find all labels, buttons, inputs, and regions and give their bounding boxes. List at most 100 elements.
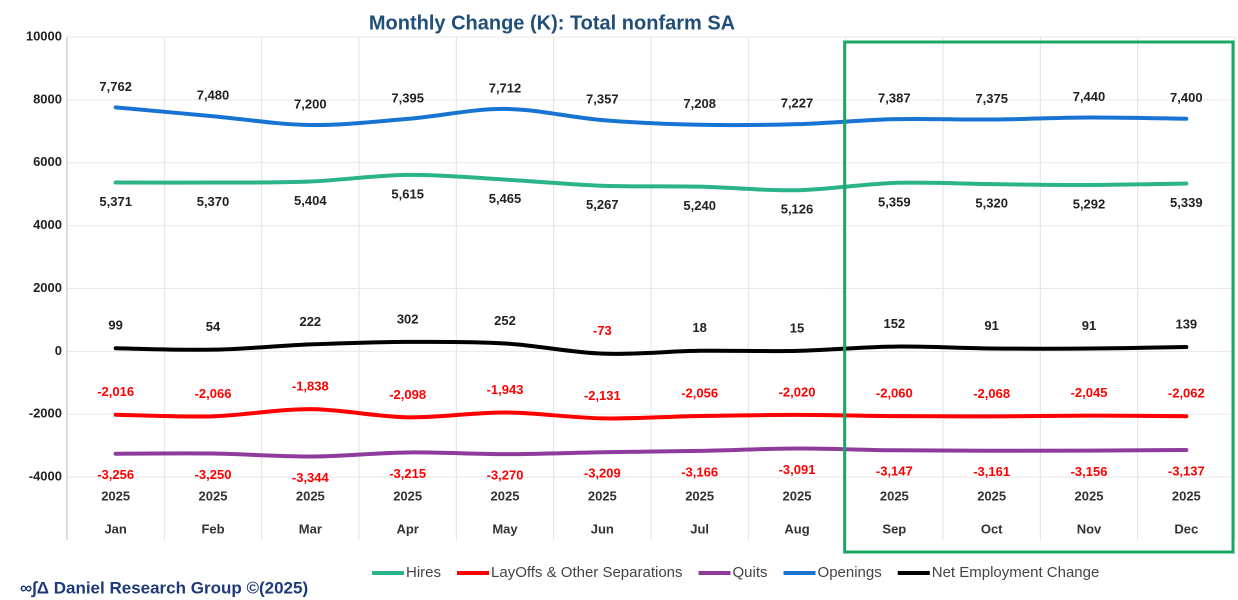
x-tick-label: Dec	[1174, 521, 1198, 536]
x-tick-label: Sep	[882, 521, 906, 536]
data-label: 252	[494, 313, 516, 328]
x-tick-label: Aug	[784, 521, 809, 536]
data-label: 7,762	[99, 79, 132, 94]
data-label: -3,250	[195, 467, 232, 482]
series-line	[113, 172, 1189, 193]
data-label: -2,066	[195, 386, 232, 401]
x-tick-label: May	[492, 521, 518, 536]
data-label: -3,147	[876, 464, 913, 479]
data-label: -3,161	[973, 464, 1010, 479]
data-label: 139	[1175, 316, 1197, 331]
series-line	[113, 407, 1189, 421]
data-label: 54	[206, 319, 221, 334]
data-label: 302	[397, 311, 419, 326]
y-tick-label: 10000	[26, 28, 62, 43]
x-tick-label: Feb	[201, 521, 224, 536]
y-tick-label: -2000	[29, 406, 62, 421]
x-year-label: 2025	[588, 488, 617, 503]
y-tick-label: 2000	[33, 280, 62, 295]
x-tick-label: Nov	[1077, 521, 1102, 536]
data-label: -1,838	[292, 379, 329, 394]
x-tick-label: Jul	[690, 521, 709, 536]
highlight-box	[843, 40, 1235, 554]
x-year-label: 2025	[685, 488, 714, 503]
y-tick-label: 0	[55, 343, 62, 358]
data-label: -3,166	[681, 464, 718, 479]
data-label: 7,712	[489, 80, 522, 95]
data-label: 91	[984, 318, 998, 333]
data-label: -3,344	[292, 470, 330, 485]
legend-label: Net Employment Change	[932, 564, 1100, 581]
data-label: 152	[883, 316, 905, 331]
data-label: 5,404	[294, 193, 327, 208]
x-tick-label: Jun	[591, 521, 614, 536]
data-label: 5,465	[489, 191, 522, 206]
data-label: -2,060	[876, 386, 913, 401]
data-label: -2,016	[97, 384, 134, 399]
data-label: -1,943	[487, 382, 524, 397]
data-label: 18	[692, 320, 706, 335]
data-label: -2,068	[973, 386, 1010, 401]
x-year-label: 2025	[101, 488, 130, 503]
data-label: -2,045	[1071, 385, 1108, 400]
data-label: 99	[108, 318, 122, 333]
series-line	[113, 105, 1189, 128]
data-label: -3,156	[1071, 464, 1108, 479]
data-label: -3,137	[1168, 463, 1205, 478]
data-label: -3,215	[389, 466, 426, 481]
x-year-label: 2025	[296, 488, 325, 503]
data-label: 7,227	[781, 96, 814, 111]
data-label: 91	[1082, 318, 1096, 333]
data-label: -2,020	[779, 384, 816, 399]
data-label: 7,200	[294, 96, 327, 111]
x-year-label: 2025	[783, 488, 812, 503]
y-tick-label: 4000	[33, 217, 62, 232]
data-label: -3,209	[584, 466, 621, 481]
x-year-label: 2025	[1075, 488, 1104, 503]
data-label: 5,292	[1073, 196, 1106, 211]
series-line	[113, 339, 1189, 356]
x-tick-label: Oct	[981, 521, 1003, 536]
data-label: -2,131	[584, 388, 621, 403]
data-label: 5,126	[781, 202, 814, 217]
data-label: 7,395	[391, 90, 424, 105]
x-tick-label: Apr	[396, 521, 418, 536]
x-tick-label: Mar	[299, 521, 322, 536]
series-line	[113, 446, 1189, 459]
data-label: 5,370	[197, 194, 230, 209]
data-label: 5,615	[391, 186, 424, 201]
y-tick-label: -4000	[29, 469, 62, 484]
data-label: -73	[593, 323, 612, 338]
data-label: 7,208	[683, 96, 716, 111]
data-label: 15	[790, 320, 804, 335]
data-label: 7,387	[878, 91, 911, 106]
data-label: -3,091	[779, 462, 816, 477]
data-label: 5,359	[878, 194, 911, 209]
x-year-label: 2025	[393, 488, 422, 503]
x-tick-label: Jan	[104, 521, 126, 536]
data-label: 5,371	[99, 194, 132, 209]
y-tick-label: 8000	[33, 91, 62, 106]
plot: -4000 -2000 0 2000 4000 6000 8000 10000 2025 Jan 2…	[26, 28, 1236, 581]
legend-label: Hires	[406, 564, 441, 581]
data-label: 7,357	[586, 92, 619, 107]
data-label: 5,320	[975, 196, 1008, 211]
legend-label: LayOffs & Other Separations	[491, 564, 683, 581]
x-year-label: 2025	[199, 488, 228, 503]
data-label: 7,480	[197, 88, 230, 103]
legend-label: Openings	[818, 564, 882, 581]
x-year-label: 2025	[491, 488, 520, 503]
data-label: 7,375	[975, 91, 1008, 106]
source: ∞∫Δ Daniel Research Group ©(2025)	[20, 578, 308, 597]
data-label: -2,056	[681, 385, 718, 400]
data-label: -2,062	[1168, 386, 1205, 401]
x-year-label: 2025	[1172, 488, 1201, 503]
y-tick-label: 6000	[33, 154, 62, 169]
data-label: 222	[299, 314, 321, 329]
data-label: 7,400	[1170, 90, 1203, 105]
data-label: 5,339	[1170, 195, 1203, 210]
chart-title: Monthly Change (K): Total nonfarm SA	[369, 12, 735, 34]
data-label: -3,256	[97, 467, 134, 482]
legend-label: Quits	[733, 564, 768, 581]
